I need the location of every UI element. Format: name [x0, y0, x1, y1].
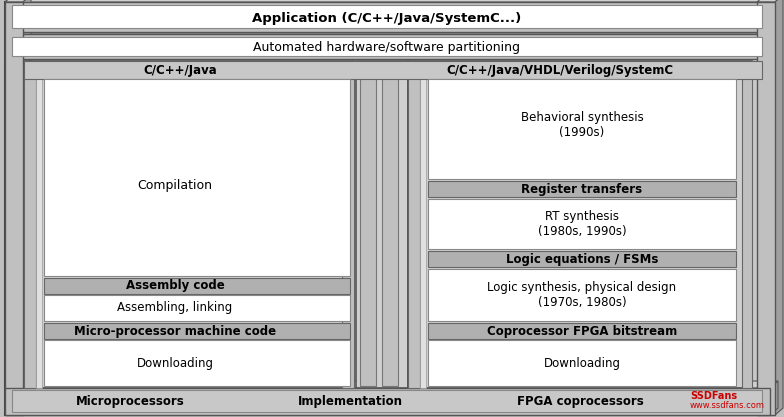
Text: Logic equations / FSMs: Logic equations / FSMs	[506, 253, 659, 266]
Text: C/C++/Java/VHDL/Verilog/SystemC: C/C++/Java/VHDL/Verilog/SystemC	[446, 63, 673, 76]
Text: Assembly code: Assembly code	[125, 279, 224, 292]
Bar	[5, 2, 23, 415]
Text: Micro-processor machine code: Micro-processor machine code	[74, 324, 276, 337]
Bar	[428, 323, 736, 339]
Text: Compilation: Compilation	[137, 178, 212, 191]
Bar	[428, 181, 736, 197]
Polygon shape	[5, 27, 778, 34]
Bar	[428, 340, 736, 386]
Bar	[5, 388, 770, 415]
Bar	[428, 79, 736, 179]
Text: Coprocessor FPGA bitstream: Coprocessor FPGA bitstream	[487, 324, 677, 337]
Polygon shape	[5, 0, 778, 2]
Text: Assembling, linking: Assembling, linking	[118, 301, 233, 314]
Polygon shape	[770, 27, 778, 59]
Bar	[44, 323, 350, 339]
Text: Behavioral synthesis
(1990s): Behavioral synthesis (1990s)	[521, 111, 644, 139]
Bar	[12, 390, 762, 412]
Polygon shape	[775, 0, 783, 415]
Bar	[428, 269, 736, 321]
Bar	[5, 34, 770, 59]
Bar	[44, 340, 350, 386]
Text: Automated hardware/software partitioning: Automated hardware/software partitioning	[253, 40, 521, 53]
Bar	[24, 61, 354, 388]
Polygon shape	[5, 381, 778, 388]
Bar	[408, 61, 420, 388]
Polygon shape	[5, 0, 31, 2]
Text: C/C++/Java: C/C++/Java	[143, 63, 217, 76]
Bar	[36, 61, 42, 388]
Bar	[342, 61, 354, 388]
Bar	[420, 61, 426, 388]
Bar	[24, 61, 762, 79]
Text: Downloading: Downloading	[543, 357, 620, 369]
Bar	[12, 5, 762, 28]
Text: www.ssdfans.com: www.ssdfans.com	[690, 402, 765, 410]
Text: SSDFans: SSDFans	[690, 391, 737, 401]
Polygon shape	[757, 0, 783, 2]
Bar	[757, 2, 775, 415]
Text: Register transfers: Register transfers	[521, 183, 643, 196]
Text: Logic synthesis, physical design
(1970s, 1980s): Logic synthesis, physical design (1970s,…	[488, 281, 677, 309]
Bar	[428, 199, 736, 249]
Bar	[428, 251, 736, 267]
Text: Downloading: Downloading	[136, 357, 213, 369]
Bar	[5, 2, 770, 32]
Polygon shape	[23, 0, 31, 415]
Text: Application (C/C++/Java/SystemC...): Application (C/C++/Java/SystemC...)	[252, 12, 521, 25]
Bar	[44, 79, 350, 276]
Bar	[44, 278, 350, 294]
Text: Microprocessors: Microprocessors	[75, 395, 184, 409]
Bar	[24, 61, 36, 388]
Bar	[356, 61, 408, 388]
Bar	[360, 63, 376, 386]
Bar	[408, 61, 752, 388]
Bar	[742, 61, 752, 388]
Polygon shape	[770, 0, 778, 32]
Text: Implementation: Implementation	[297, 395, 402, 409]
Bar	[382, 63, 398, 386]
Text: RT synthesis
(1980s, 1990s): RT synthesis (1980s, 1990s)	[538, 210, 626, 238]
Bar	[44, 295, 350, 321]
Polygon shape	[770, 381, 778, 415]
Text: FPGA coprocessors: FPGA coprocessors	[517, 395, 644, 409]
Bar	[12, 37, 762, 56]
